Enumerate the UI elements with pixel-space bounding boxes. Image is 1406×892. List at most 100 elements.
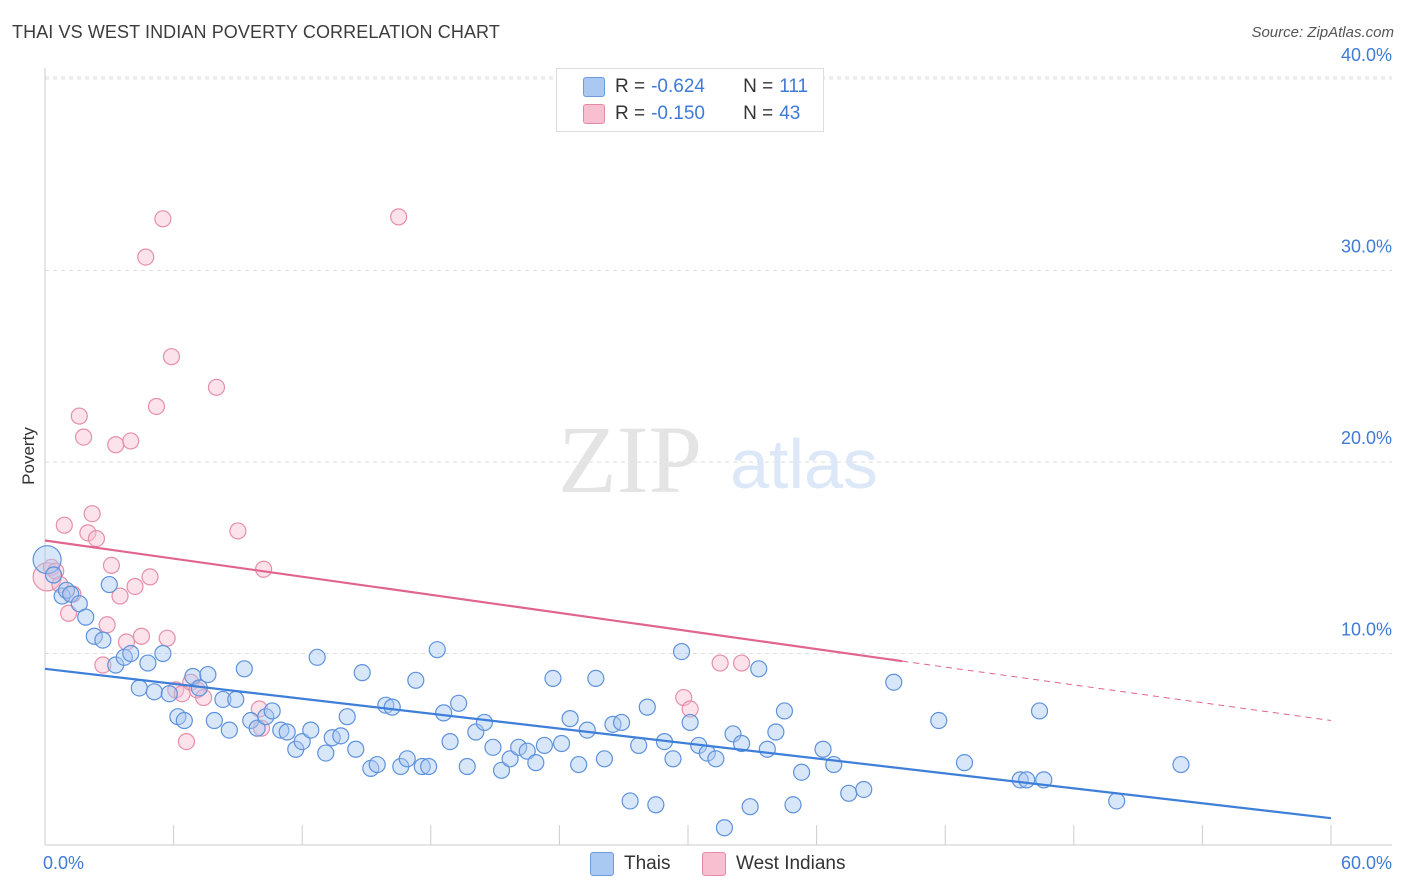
point-thais [570,755,588,774]
series-west-indians-points [32,208,751,751]
point-thais [587,669,605,687]
bottom-legend-thais[interactable]: Thais [590,851,670,877]
point-west-indians [79,524,97,542]
point-west-indians [162,348,181,366]
point-thais [1011,771,1029,789]
x-tick-label-min: 0.0% [43,853,84,873]
point-thais [501,750,519,768]
legend-r-value: -0.624 [651,76,705,97]
trendline-west-indians [44,539,903,663]
tick-label-layer: 10.0% 20.0% 30.0% 40.0% 0.0% 60.0% [43,45,1392,873]
point-thais [552,734,571,753]
point-west-indians [98,616,116,634]
point-thais [413,757,431,776]
point-thais [467,723,485,741]
bottom-legend-swatch-west-indians [702,852,726,876]
point-west-indians [681,700,699,718]
point-west-indians [122,432,140,450]
x-tick-label-max: 60.0% [1341,853,1392,873]
legend-n-label: N = [743,76,774,97]
point-west-indians [137,248,155,266]
point-thais [741,798,759,816]
legend-n-value: 43 [779,103,801,124]
y-tick-label: 40.0% [1341,45,1392,65]
point-thais [263,702,281,720]
point-thais [139,654,157,672]
point-thais [775,702,794,720]
point-thais [715,819,734,837]
point-thais [435,704,453,722]
point-thais [278,723,296,741]
legend-row-west-indians: R = -0.150 N = 43 [583,102,800,126]
trendline-layer [44,539,1332,820]
source-credit: Source: ZipAtlas.com [1251,24,1394,41]
point-thais [510,738,528,756]
point-thais [154,644,172,663]
point-thais [317,744,335,762]
point-west-indians [229,522,247,540]
point-thais [338,708,356,726]
point-west-indians [207,378,226,396]
point-west-indians [154,210,172,228]
point-thais [420,757,438,776]
point-thais [612,713,631,732]
point-thais [492,761,511,779]
point-thais [1108,792,1126,810]
point-thais [160,685,178,703]
point-thais [308,648,326,666]
point-thais [44,566,63,584]
point-thais [1030,702,1049,720]
point-thais [475,713,493,732]
bottom-legend-swatch-thais [590,852,614,876]
point-thais [347,740,365,758]
point-thais [750,660,768,678]
point-west-indians [94,656,112,674]
legend-swatch-west-indians [583,104,605,124]
watermark-zip: ZIP [558,406,702,513]
legend-r-label: R = [615,76,646,97]
point-thais [227,690,245,709]
point-west-indians [55,516,73,534]
point-thais [792,763,811,781]
point-west-indians [87,529,106,548]
point-thais [758,740,776,758]
grid-layer [45,76,1392,654]
point-thais [458,757,476,776]
point-thais [383,698,401,716]
bottom-legend-label-west-indians: West Indians [736,853,846,874]
point-thais [630,736,648,755]
point-thais [398,750,416,768]
point-west-indians [158,629,176,647]
point-thais [1018,771,1036,789]
point-thais [955,754,974,772]
point-thais [527,754,545,772]
watermark-atlas: atlas [730,425,878,503]
point-thais [930,711,948,730]
bottom-legend-west-indians[interactable]: West Indians [702,851,845,877]
point-west-indians [711,654,729,672]
y-tick-label: 10.0% [1341,620,1392,640]
point-west-indians [177,732,196,751]
point-thais [518,742,536,760]
point-thais [100,575,118,594]
y-tick-label: 20.0% [1341,428,1392,448]
point-west-indians [255,560,273,578]
point-thais [535,736,553,755]
point-west-indians [102,556,121,575]
legend-n-label: N = [743,103,774,124]
point-thais [62,585,80,603]
point-west-indians [107,436,125,454]
point-thais [175,711,193,730]
point-thais [199,665,217,684]
point-thais [130,679,148,697]
legend-n-value: 111 [779,76,809,97]
point-thais [885,673,903,691]
point-thais [248,719,266,737]
legend-r-label: R = [615,103,646,124]
point-thais [235,660,253,678]
point-thais [293,732,311,751]
point-thais [544,669,562,687]
point-thais [647,796,665,814]
series-thais-points [32,545,1190,837]
